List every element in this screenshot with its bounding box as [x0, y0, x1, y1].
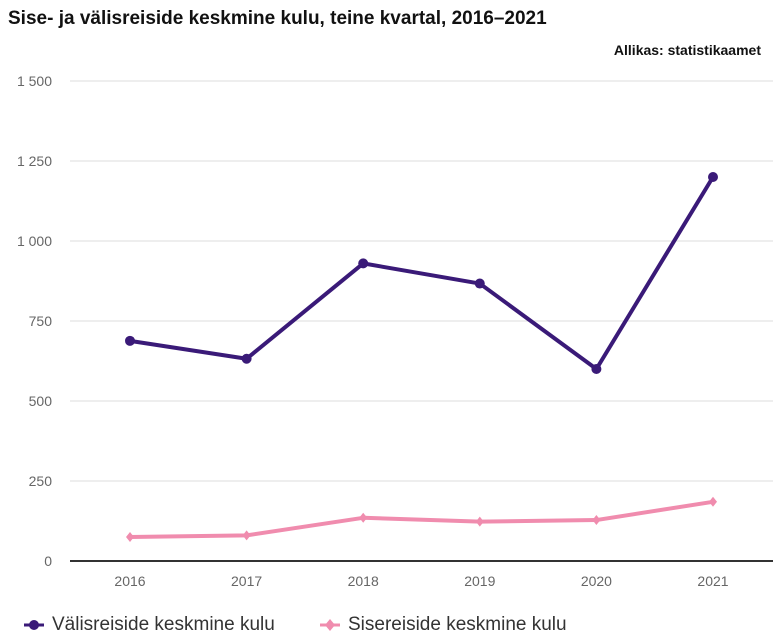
y-tick-label: 250 — [29, 473, 53, 489]
x-tick-label: 2020 — [581, 573, 612, 589]
legend-marker-diamond — [325, 619, 335, 631]
data-point — [358, 258, 369, 269]
y-tick-label: 750 — [29, 313, 53, 329]
y-tick-label: 1 500 — [17, 73, 52, 89]
legend-marker-circle — [29, 620, 39, 630]
data-point — [126, 532, 134, 542]
y-tick-label: 1 000 — [17, 233, 52, 249]
x-tick-label: 2017 — [231, 573, 262, 589]
data-point — [359, 512, 368, 523]
data-point — [592, 515, 601, 526]
data-point — [474, 278, 485, 289]
x-tick-label: 2018 — [348, 573, 379, 589]
y-tick-label: 500 — [29, 393, 53, 409]
legend-label: Välisreiside keskmine kulu — [52, 614, 275, 635]
series-line — [129, 499, 714, 539]
y-tick-label: 1 250 — [17, 153, 52, 169]
x-tick-label: 2021 — [697, 573, 728, 589]
legend-item-valis: Välisreiside keskmine kulu — [22, 614, 275, 636]
legend-label: Sisereiside keskmine kulu — [348, 614, 567, 635]
series-line — [129, 175, 715, 371]
x-tick-label: 2016 — [114, 573, 145, 589]
data-point — [591, 364, 602, 374]
chart-source: Allikas: statistikaamet — [613, 42, 761, 58]
data-point — [242, 530, 251, 541]
data-point — [241, 353, 252, 364]
data-point — [709, 496, 717, 507]
legend-item-sise: Sisereiside keskmine kulu — [318, 614, 567, 636]
data-point — [125, 335, 135, 346]
data-point — [708, 172, 718, 182]
y-tick-label: 0 — [44, 553, 52, 569]
x-tick-label: 2019 — [464, 573, 495, 589]
chart-title: Sise- ja välisreiside keskmine kulu, tei… — [8, 8, 547, 29]
data-point — [475, 516, 484, 527]
